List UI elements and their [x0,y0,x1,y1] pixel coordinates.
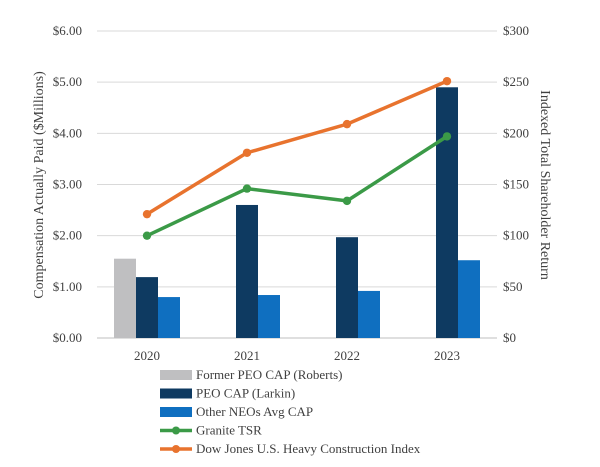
series-point [342,196,352,206]
bar [258,295,280,338]
y-tick-label: $4.00 [53,125,82,140]
series-point [442,132,452,141]
y2-tick-label: $0 [503,330,516,345]
y-tick-label: $0.00 [53,330,82,345]
legend-swatch [160,407,192,417]
x-tick-label: 2023 [434,348,460,363]
bar [458,260,480,338]
x-tick-label: 2020 [134,348,160,363]
bar [136,277,158,338]
y2-tick-label: $50 [503,279,523,294]
series-point [442,76,452,86]
bar [236,204,258,338]
legend-label: Granite TSR [196,423,262,438]
y2-tick-label: $150 [503,177,529,192]
y-tick-label: $5.00 [53,74,82,89]
y2-tick-label: $300 [503,23,529,38]
left-axis-title: Compensation Actually Paid ($Millions) [32,71,47,299]
legend: Former PEO CAP (Roberts) PEO CAP (Larkin)… [160,367,421,456]
bar [436,87,458,339]
bar [158,297,180,338]
series-point [142,209,152,219]
legend-label: Former PEO CAP (Roberts) [196,367,343,382]
left-axis-ticks: $0.00 $1.00 $2.00 $3.00 $4.00 $5.00 $6.00 [53,23,82,345]
right-axis-title: Indexed Total Shareholder Return [537,90,552,280]
legend-swatch [160,388,192,399]
series-point [242,148,252,157]
legend-marker [172,445,180,453]
series-point [242,184,252,193]
series-line [146,79,448,216]
bars [114,87,480,339]
y2-tick-label: $200 [503,125,529,140]
bar [114,258,136,338]
legend-label: Other NEOs Avg CAP [196,404,313,419]
bar [336,237,358,338]
y-tick-label: $6.00 [53,23,82,38]
series-point [142,231,152,240]
legend-label: PEO CAP (Larkin) [196,386,295,401]
gridlines [97,30,497,339]
y2-tick-label: $250 [503,74,529,89]
x-tick-label: 2021 [234,348,260,363]
x-axis-ticks: 2020 2021 2022 2023 [134,348,460,363]
tsr-lines [142,76,452,240]
y-tick-label: $1.00 [53,279,82,294]
series-line [146,134,448,238]
series-point [342,119,352,129]
bar [358,290,380,338]
legend-swatch [160,370,192,380]
x-tick-label: 2022 [334,348,360,363]
legend-label: Dow Jones U.S. Heavy Construction Index [196,441,421,456]
y-tick-label: $3.00 [53,177,82,192]
right-axis-ticks: $0 $50 $100 $150 $200 $250 $300 [503,23,529,345]
y-tick-label: $2.00 [53,228,82,243]
y2-tick-label: $100 [503,228,529,243]
legend-marker [172,426,180,435]
